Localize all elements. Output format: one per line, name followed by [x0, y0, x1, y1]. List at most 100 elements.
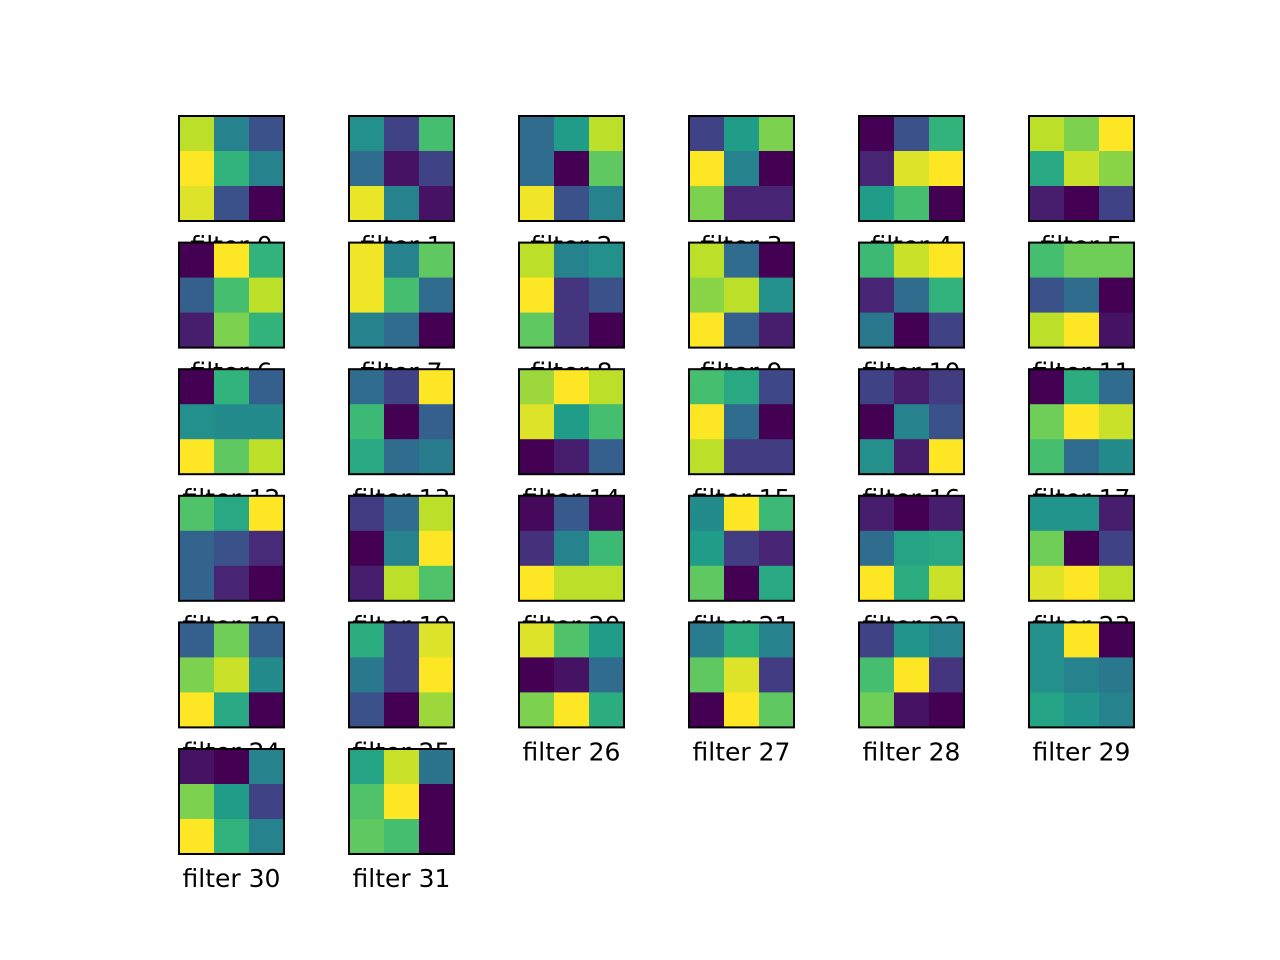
heatmap-cell [419, 242, 455, 278]
heatmap-cell [859, 186, 895, 222]
heatmap-cell [759, 692, 795, 728]
panel-frame [518, 115, 625, 222]
heatmap-cell [589, 622, 625, 658]
heatmap-cell [519, 186, 555, 222]
heatmap-cell [179, 622, 215, 658]
heatmap-cell [1099, 565, 1135, 602]
heatmap-cell [759, 242, 795, 278]
heatmap-cell [419, 495, 455, 532]
heatmap-cell [249, 151, 285, 187]
heatmap-cell [554, 622, 590, 658]
heatmap-cell [689, 622, 725, 658]
panel-frame [178, 368, 285, 476]
panel-frame [1028, 621, 1135, 729]
heatmap-cell [1029, 622, 1065, 658]
heatmap-cell [249, 622, 285, 658]
heatmap-cell [1064, 242, 1100, 278]
heatmap-cell [519, 692, 555, 728]
heatmap-cell [1064, 530, 1100, 567]
filter-panel: filter 25 [348, 621, 455, 766]
heatmap-cell [179, 369, 215, 405]
heatmap-cell [519, 495, 555, 532]
heatmap-cell [689, 312, 725, 348]
heatmap-cell [1064, 369, 1100, 405]
heatmap-cell [1064, 151, 1100, 187]
panel-frame [178, 621, 285, 729]
heatmap-cell [214, 530, 250, 567]
heatmap-cell [179, 242, 215, 278]
heatmap-cell [1099, 186, 1135, 222]
heatmap-cell [894, 277, 930, 313]
heatmap-cell [384, 312, 420, 348]
heatmap-cell [1099, 277, 1135, 313]
heatmap-cell [1064, 116, 1100, 152]
heatmap-cell [894, 116, 930, 152]
heatmap-cell [1029, 242, 1065, 278]
heatmap-cell [689, 369, 725, 405]
filter-panel: filter 8 [518, 241, 625, 387]
heatmap-cell [1029, 151, 1065, 187]
heatmap-cell [349, 312, 385, 348]
filter-panels: filter 0 filter 1 filter 2 filter 3 filter 4… [178, 115, 1135, 893]
heatmap-cell [894, 312, 930, 348]
heatmap-cell [929, 312, 965, 348]
heatmap-cell [589, 151, 625, 187]
heatmap-cell [349, 151, 385, 187]
heatmap-cell [419, 186, 455, 222]
heatmap-cell [384, 186, 420, 222]
heatmap-cell [384, 151, 420, 187]
filter-panel: filter 5 [1028, 115, 1135, 260]
heatmap-cell [894, 530, 930, 567]
heatmap-cell [759, 404, 795, 440]
filter-panel: filter 13 [348, 368, 455, 513]
heatmap-cell [929, 657, 965, 693]
panel-frame [688, 115, 795, 222]
filter-panel: filter 27 [688, 621, 795, 766]
heatmap-cell [894, 186, 930, 222]
heatmap-cell [929, 186, 965, 222]
heatmap-cell [384, 749, 420, 785]
heatmap-cell [689, 565, 725, 602]
filter-label: filter 28 [863, 737, 961, 766]
filter-panel: filter 31 [348, 748, 455, 893]
heatmap-cell [929, 369, 965, 405]
heatmap-cell [689, 277, 725, 313]
heatmap-cell [689, 439, 725, 475]
heatmap-cell [759, 565, 795, 602]
heatmap-cell [894, 151, 930, 187]
heatmap-cell [214, 312, 250, 348]
heatmap-cell [689, 692, 725, 728]
heatmap-cell [179, 495, 215, 532]
heatmap-cell [859, 439, 895, 475]
heatmap-cell [419, 819, 455, 855]
panel-frame [348, 368, 455, 476]
heatmap-cell [214, 186, 250, 222]
heatmap-cell [419, 622, 455, 658]
heatmap-cell [349, 749, 385, 785]
heatmap-cell [1099, 439, 1135, 475]
heatmap-cell [859, 657, 895, 693]
heatmap-cell [519, 242, 555, 278]
heatmap-cell [249, 565, 285, 602]
heatmap-cell [249, 819, 285, 855]
heatmap-cell [179, 404, 215, 440]
heatmap-cell [589, 565, 625, 602]
filter-panel: filter 29 [1028, 621, 1135, 766]
heatmap-cell [1029, 495, 1065, 532]
heatmap-cell [1029, 277, 1065, 313]
heatmap-cell [249, 784, 285, 820]
heatmap-cell [179, 186, 215, 222]
heatmap-cell [214, 784, 250, 820]
heatmap-cell [929, 692, 965, 728]
panel-frame [858, 241, 965, 349]
heatmap-cell [554, 116, 590, 152]
heatmap-cell [1064, 404, 1100, 440]
heatmap-cell [349, 622, 385, 658]
heatmap-cell [519, 116, 555, 152]
heatmap-cell [519, 277, 555, 313]
heatmap-cell [894, 565, 930, 602]
heatmap-cell [589, 404, 625, 440]
panel-frame [178, 494, 285, 602]
filter-panel: filter 22 [858, 494, 965, 640]
